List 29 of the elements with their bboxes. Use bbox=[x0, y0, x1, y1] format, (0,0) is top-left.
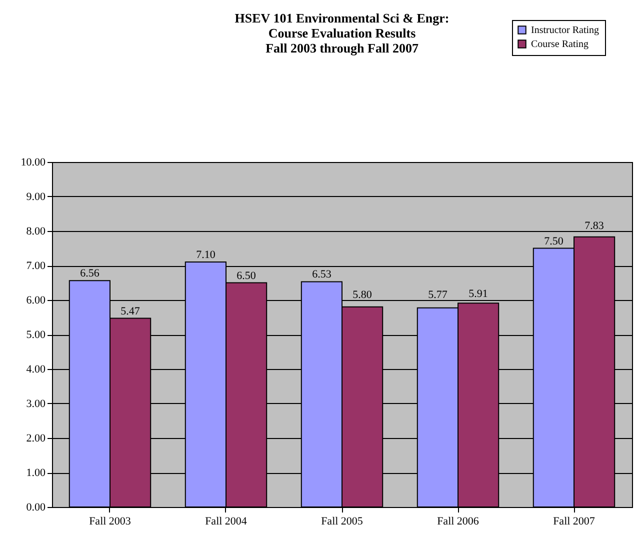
legend-label: Course Rating bbox=[531, 39, 588, 50]
y-tick-label: 5.00 bbox=[26, 329, 46, 341]
y-tick-label: 0.00 bbox=[26, 502, 46, 514]
y-tick-label: 4.00 bbox=[26, 364, 46, 376]
x-tick-label: Fall 2005 bbox=[321, 516, 364, 528]
y-tick-label: 10.00 bbox=[20, 156, 46, 168]
text: 7.83 bbox=[584, 220, 604, 232]
x-tick-label: Fall 2006 bbox=[437, 516, 480, 528]
y-tick-label: 1.00 bbox=[26, 467, 46, 479]
y-tick-label: 3.00 bbox=[26, 398, 46, 410]
x-tick-label: Fall 2003 bbox=[89, 516, 132, 528]
text: 5.91 bbox=[468, 288, 488, 300]
legend-label: Instructor Rating bbox=[531, 25, 600, 36]
y-tick-label: 7.00 bbox=[26, 260, 46, 272]
x-tick-label: Fall 2004 bbox=[205, 516, 248, 528]
text: 6.53 bbox=[312, 268, 332, 281]
chart-title: HSEV 101 Environmental Sci & Engr: Course Evaluation Results Fall 2003 through Fall 2007 bbox=[234, 10, 450, 56]
text: 6.50 bbox=[236, 270, 256, 282]
text: 5.80 bbox=[352, 288, 372, 301]
y-tick-label: 8.00 bbox=[26, 226, 46, 238]
text: 6.56 bbox=[80, 268, 100, 280]
y-tick-label: 9.00 bbox=[26, 191, 46, 203]
text: 7.10 bbox=[196, 249, 216, 262]
y-tick-label: 6.00 bbox=[26, 294, 46, 306]
x-tick-label: Fall 2007 bbox=[553, 516, 596, 528]
text: 5.47 bbox=[120, 305, 140, 318]
y-tick-label: 2.00 bbox=[26, 432, 46, 444]
text: 5.77 bbox=[428, 288, 448, 301]
text: 7.50 bbox=[544, 235, 564, 248]
